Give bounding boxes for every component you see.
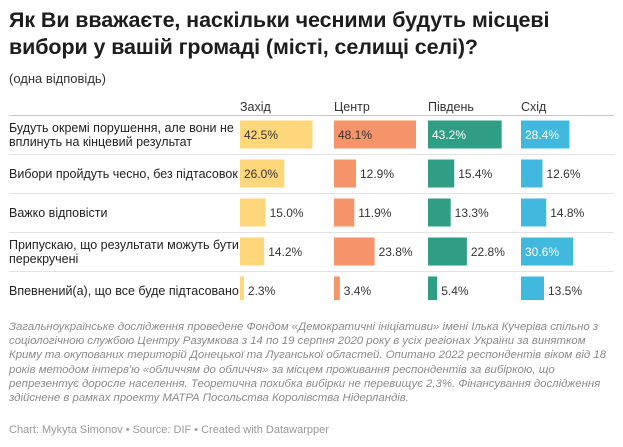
bar [428,120,502,149]
bar [334,276,340,300]
row-label: вплинуть на кінцевий результат [9,135,192,149]
bar-value-label: 12.9% [360,167,394,181]
bar-value-label: 22.8% [471,245,505,259]
bar [240,198,266,227]
column-header: Захід [240,100,272,114]
footer-source: Source: DIF [132,424,192,436]
bar [521,237,574,266]
split-bar-chart: Захід Центр Південь Схід Будуть окремі поруш… [9,100,614,300]
footer-author: Chart: Mykyta Simonov [9,424,123,436]
bar [521,276,545,300]
bar-value-label: 26.0% [244,167,278,181]
bar-value-label: 15.0% [270,206,304,220]
bar [428,237,467,266]
bar-value-label: 5.4% [441,284,469,298]
bar [521,120,570,149]
bar-value-label: 3.4% [344,284,372,298]
bar [334,198,355,227]
bar [240,120,313,149]
bar [521,198,547,227]
bar [428,198,451,227]
chart-footer: Chart: Mykyta Simonov • Source: DIF • Create… [9,424,329,436]
bar-value-label: 13.3% [455,206,489,220]
bar [240,159,285,188]
bar-value-label: 42.5% [244,128,278,142]
column-header: Схід [521,100,547,114]
bar-value-label: 28.4% [525,128,559,142]
bar [334,237,375,266]
column-header: Південь [428,100,474,114]
row-label: Важко відповісти [9,206,108,220]
row-label: Вибори пройдуть чесно, без підтасовок [9,167,238,181]
bar-value-label: 43.2% [432,128,466,142]
bar-value-label: 2.3% [248,284,276,298]
bar-value-label: 11.9% [358,206,391,220]
row-label: перекручені [9,252,78,266]
bar [334,159,356,188]
bar-value-label: 13.5% [548,284,582,298]
chart-notes: Загальноукраїнське дослідження проведене… [9,321,607,405]
footer-created-with: Created with Datawarpper [201,424,329,436]
bar [428,276,438,300]
bar [334,120,416,149]
row-label: Будуть окремі порушення, але вони не [9,121,234,135]
bar-value-label: 23.8% [379,245,413,259]
row-label: Припускаю, що результати можуть бути [9,238,239,252]
bar-value-label: 12.6% [546,167,580,181]
bar-value-label: 14.2% [268,245,302,259]
bar [428,159,455,188]
column-header: Центр [334,100,370,114]
bar [240,276,244,300]
bar-value-label: 30.6% [525,245,559,259]
bar [240,237,265,266]
chart-subtitle: (одна відповідь) [9,71,107,86]
chart-title: Як Ви вважаєте, наскільки чесними будуть… [9,8,550,59]
row-label: Впевнений(а), що все буде підтасовано [9,284,239,298]
bar [521,159,543,188]
bar-value-label: 48.1% [338,128,372,142]
bar-value-label: 15.4% [458,167,492,181]
bar-value-label: 14.8% [550,206,584,220]
